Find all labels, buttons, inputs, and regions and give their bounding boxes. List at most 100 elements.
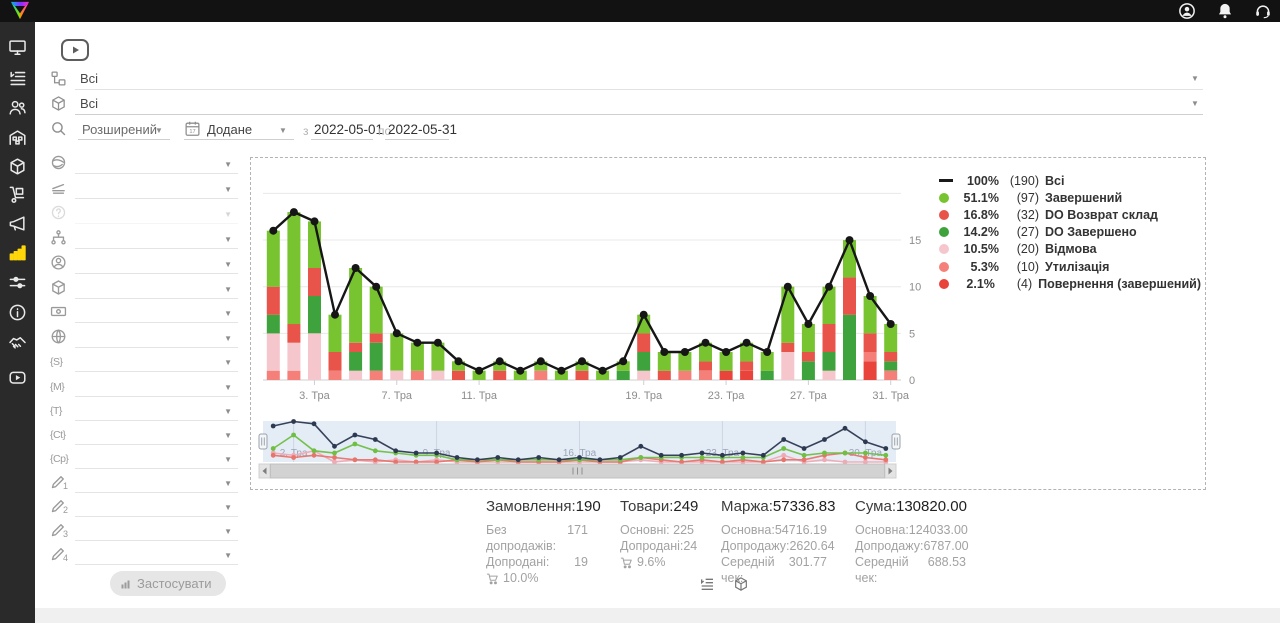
filter-row-pencil2: 2 ▼ (50, 495, 240, 519)
filter-select[interactable]: ▼ (75, 519, 238, 541)
sidebar-item-handtruck-icon[interactable] (8, 185, 27, 204)
analytics-chart-panel: 0 5 10 15 3. Тра 7. Тра 11. Тра 19. Тра 23. Тра 2… (250, 157, 1206, 490)
filter-select[interactable]: ▼ (75, 202, 238, 224)
chevron-down-icon: ▼ (224, 503, 232, 512)
pencil-icon: 4 (50, 545, 68, 563)
stat-row: Допродажу: 2620.64 (721, 539, 835, 553)
chevron-down-icon: ▼ (224, 479, 232, 488)
filter-select[interactable]: ▼ (75, 350, 238, 372)
support-headset-icon[interactable] (1254, 2, 1272, 20)
planet-icon (50, 154, 67, 171)
sidebar (0, 22, 35, 623)
filter-select[interactable]: ▼ (75, 447, 238, 469)
legend-dot-swatch (939, 278, 949, 289)
date-from-underline (311, 139, 373, 140)
filter-select[interactable]: ▼ (75, 252, 238, 274)
sidebar-item-sliders-icon[interactable] (8, 273, 27, 292)
sidebar-item-clients-users-icon[interactable] (8, 98, 27, 117)
legend-item[interactable]: 14.2% (27) DO Завершено (939, 224, 1201, 241)
brand-logo-icon[interactable] (7, 1, 33, 21)
filter-row-pencil1: 1 ▼ (50, 471, 240, 495)
legend-item[interactable]: 16.8% (32) DO Возврат склад (939, 206, 1201, 223)
legend-dot-swatch (939, 192, 949, 203)
scrollbar-left-arrow[interactable] (258, 463, 271, 479)
product-select[interactable]: Всі (80, 96, 99, 111)
filter-row-banknote: ▼ (50, 301, 240, 325)
product-select-underline[interactable] (75, 114, 1203, 115)
filter-row-planet: ▼ (50, 152, 240, 176)
navigator-handle-left[interactable] (258, 433, 268, 450)
date-from-input[interactable]: 2022-05-01 (314, 122, 384, 137)
stat-row: Основна: 124033.00 (855, 523, 968, 537)
scrollbar-thumb[interactable] (270, 463, 885, 479)
sidebar-item-video-play-icon[interactable] (8, 368, 27, 387)
stat-title: Товари: 249 (620, 498, 699, 515)
chevron-down-icon: ▼ (224, 260, 232, 269)
svg-text:27. Тра: 27. Тра (790, 390, 828, 402)
scrollbar-right-arrow[interactable] (884, 463, 897, 479)
orders-chart[interactable]: 0 5 10 15 3. Тра 7. Тра 11. Тра 19. Тра 23. Тра 2… (251, 158, 1205, 489)
filter-row-cube: ▼ (50, 277, 240, 301)
sidebar-item-megaphone-icon[interactable] (8, 214, 27, 233)
sitemap-icon (50, 229, 67, 246)
stats-column: Сума: 130820.00 Основна: 124033.00 Допродажу… (855, 498, 969, 586)
sidebar-item-analytics-bars-icon[interactable] (8, 243, 27, 262)
filter-lines-icon (50, 179, 67, 196)
filter-select[interactable]: ▼ (75, 399, 238, 421)
video-tutorial-button[interactable] (61, 39, 89, 61)
group-select-underline[interactable] (75, 89, 1203, 90)
cart-icon (486, 572, 499, 585)
filter-select[interactable]: ▼ (75, 277, 238, 299)
sidebar-item-order-rows-icon[interactable] (8, 69, 27, 88)
sidebar-item-handshake-icon[interactable] (8, 333, 27, 352)
legend-item[interactable]: 100% (190) Всі (939, 172, 1201, 189)
brackets-icon: {M} (50, 381, 65, 393)
legend-item[interactable]: 10.5% (20) Відмова (939, 241, 1201, 258)
status-list-toggle-icon[interactable] (699, 576, 715, 592)
view-toggles (699, 576, 749, 592)
chevron-down-icon: ▼ (224, 160, 232, 169)
filter-select[interactable]: ▼ (75, 471, 238, 493)
filter-select[interactable]: ▼ (75, 423, 238, 445)
legend-line-swatch (939, 179, 953, 182)
filter-row-help-circle: ▼ (50, 202, 240, 226)
legend-item[interactable]: 2.1% (4) Повернення (завершений) (939, 275, 1201, 292)
globe-icon (50, 328, 67, 345)
pencil-icon: 3 (50, 521, 68, 539)
legend-item[interactable]: 51.1% (97) Завершений (939, 189, 1201, 206)
chevron-down-icon: ▼ (224, 334, 232, 343)
filter-select[interactable]: ▼ (75, 543, 238, 565)
stat-title: Маржа: 57336.83 (721, 498, 836, 515)
filter-row-m: {M} ▼ (50, 375, 240, 399)
filter-select[interactable]: ▼ (75, 326, 238, 348)
sidebar-item-warehouse-icon[interactable] (8, 128, 27, 147)
products-cube-toggle-icon[interactable] (733, 576, 749, 592)
filter-select[interactable]: ▼ (75, 301, 238, 323)
legend-item[interactable]: 5.3% (10) Утилізація (939, 258, 1201, 275)
date-field-select[interactable]: Додане (207, 122, 253, 137)
svg-text:15: 15 (909, 235, 921, 247)
chevron-down-icon: ▼ (224, 210, 232, 219)
navigator-handle-right[interactable] (891, 433, 901, 450)
apply-button[interactable]: Застосувати (110, 571, 226, 596)
svg-text:16. Тра: 16. Тра (563, 448, 597, 459)
bell-icon[interactable] (1216, 2, 1234, 20)
filter-select[interactable]: ▼ (75, 375, 238, 397)
filter-select[interactable]: ▼ (75, 495, 238, 517)
filter-select[interactable]: ▼ (75, 227, 238, 249)
chevron-down-icon: ▼ (224, 358, 232, 367)
filter-row-globe: ▼ (50, 326, 240, 350)
chevron-down-icon: ▼ (224, 527, 232, 536)
sidebar-item-info-circle-icon[interactable] (8, 303, 27, 322)
chevron-down-icon: ▼ (224, 309, 232, 318)
filter-select[interactable]: ▼ (75, 177, 238, 199)
date-to-input[interactable]: 2022-05-31 (388, 122, 458, 137)
user-icon[interactable] (1178, 2, 1196, 20)
filter-select[interactable]: ▼ (75, 152, 238, 174)
sidebar-item-package-cube-icon[interactable] (8, 157, 27, 176)
search-mode-select[interactable]: Розширений (82, 122, 157, 137)
group-select[interactable]: Всі (80, 71, 99, 86)
sidebar-item-monitor-icon[interactable] (8, 38, 27, 57)
topbar (0, 0, 1280, 22)
